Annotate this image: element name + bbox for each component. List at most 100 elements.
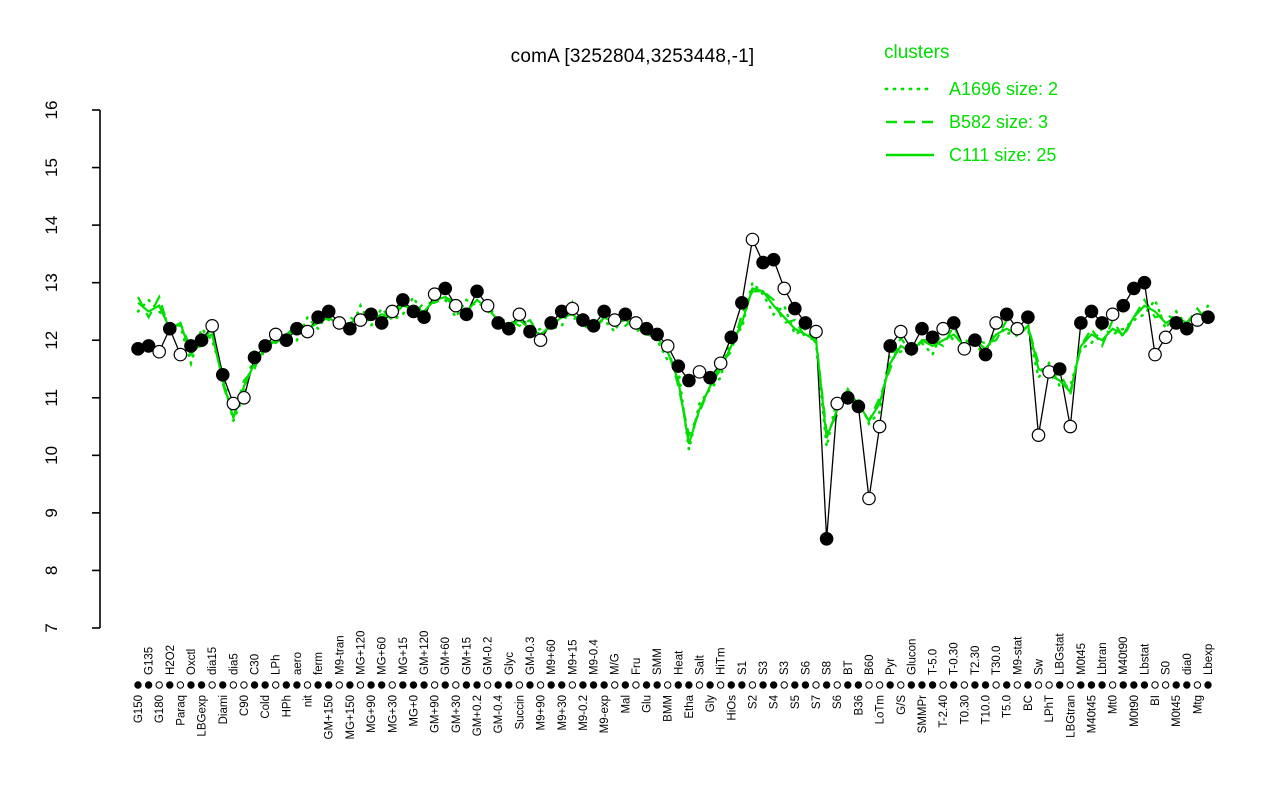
- condition-dot: [314, 681, 322, 689]
- condition-label: G/S: [896, 695, 908, 715]
- data-point: [1169, 316, 1184, 330]
- condition-label: GM+0.2: [472, 695, 484, 736]
- condition-dot: [356, 681, 365, 689]
- data-point: [533, 333, 548, 348]
- condition-label: Glu: [642, 695, 654, 713]
- dashed-line-icon: [886, 120, 934, 124]
- data-point: [692, 365, 707, 379]
- data-point: [385, 304, 400, 319]
- condition-label: LoTm: [875, 695, 887, 724]
- condition-dot: [462, 681, 471, 689]
- condition-dot: [716, 681, 725, 689]
- y-tick-label: 15: [42, 158, 61, 177]
- condition-dot: [272, 681, 280, 689]
- condition-label: T-0.30: [949, 642, 961, 675]
- condition-dot: [441, 681, 449, 689]
- condition-label: S0: [1161, 661, 1173, 675]
- condition-dot: [950, 681, 958, 689]
- condition-dot: [611, 681, 619, 689]
- condition-label: LPhT: [1044, 695, 1056, 723]
- condition-label: S3: [779, 661, 791, 675]
- condition-dot: [1055, 681, 1064, 689]
- condition-label: MG+60: [377, 637, 389, 675]
- condition-label: M9-0.4: [589, 639, 601, 675]
- legend-title: clusters: [884, 42, 950, 63]
- data-point: [417, 310, 431, 324]
- data-point: [989, 316, 1003, 330]
- data-point: [321, 304, 336, 319]
- data-point: [798, 316, 813, 330]
- data-point: [396, 293, 410, 307]
- data-point: [1095, 316, 1109, 330]
- condition-label: S4: [769, 694, 781, 709]
- data-point: [300, 324, 315, 339]
- condition-dot: [1193, 681, 1202, 689]
- condition-dot: [1077, 681, 1085, 689]
- condition-dot: [420, 681, 428, 689]
- condition-label: GM-0.2: [483, 637, 495, 675]
- condition-dot: [166, 681, 174, 689]
- condition-dot: [695, 681, 704, 689]
- data-point: [1010, 321, 1025, 336]
- data-point: [629, 316, 643, 330]
- condition-dot: [1034, 681, 1043, 689]
- condition-label: Sw: [1033, 658, 1045, 675]
- y-tick-label: 7: [42, 623, 61, 632]
- legend-entry-a1696: A1696 size: 2: [884, 78, 1058, 100]
- data-point: [268, 327, 283, 342]
- y-tick-label: 10: [42, 446, 61, 465]
- condition-label: B60: [864, 655, 876, 675]
- condition-label: LPh: [271, 655, 283, 675]
- condition-dot: [621, 681, 630, 689]
- condition-dot: [801, 681, 810, 689]
- condition-label: S3: [758, 661, 770, 675]
- condition-label: BC: [1023, 695, 1035, 711]
- data-point: [978, 347, 993, 362]
- data-point: [597, 304, 611, 319]
- condition-dot: [483, 681, 492, 689]
- y-tick-label: 14: [42, 216, 61, 235]
- data-point: [1063, 419, 1078, 434]
- condition-dot: [854, 681, 863, 689]
- condition-label: MG+120: [355, 631, 367, 675]
- condition-label: Mtg: [1192, 695, 1204, 714]
- condition-label: S1: [737, 661, 749, 675]
- condition-dot: [1045, 681, 1053, 689]
- condition-label: M/G: [610, 653, 622, 675]
- data-point: [586, 319, 601, 333]
- condition-label: M9+60: [546, 640, 558, 675]
- data-point: [215, 367, 230, 382]
- data-point: [353, 313, 368, 327]
- condition-dot: [197, 681, 206, 689]
- legend-label: A1696 size: 2: [949, 78, 1059, 99]
- condition-dot: [844, 681, 852, 689]
- condition-dot: [1204, 681, 1212, 689]
- condition-dot: [558, 681, 566, 689]
- condition-dot: [865, 681, 873, 689]
- condition-dot: [282, 681, 291, 689]
- y-tick-label: 9: [42, 508, 61, 517]
- condition-dot: [674, 681, 682, 689]
- condition-label: MG+15: [398, 637, 410, 675]
- condition-label: C90: [239, 695, 251, 716]
- data-point: [1127, 281, 1141, 296]
- condition-label: G135: [144, 647, 156, 675]
- data-point: [883, 339, 897, 353]
- data-point: [1021, 310, 1035, 324]
- condition-dot: [261, 681, 269, 689]
- data-point: [279, 333, 294, 348]
- condition-dot: [1066, 681, 1074, 689]
- condition-dot: [1130, 681, 1138, 689]
- condition-label: S2: [747, 695, 759, 709]
- condition-dot: [176, 681, 185, 689]
- data-point: [1158, 330, 1173, 345]
- condition-dot: [208, 681, 216, 689]
- data-point: [1031, 428, 1046, 442]
- data-point: [576, 313, 590, 327]
- condition-dot: [1151, 681, 1159, 689]
- condition-label: T30.0: [991, 646, 1003, 675]
- condition-label: T-5.0: [928, 649, 940, 675]
- condition-label: SMMPr: [917, 695, 929, 734]
